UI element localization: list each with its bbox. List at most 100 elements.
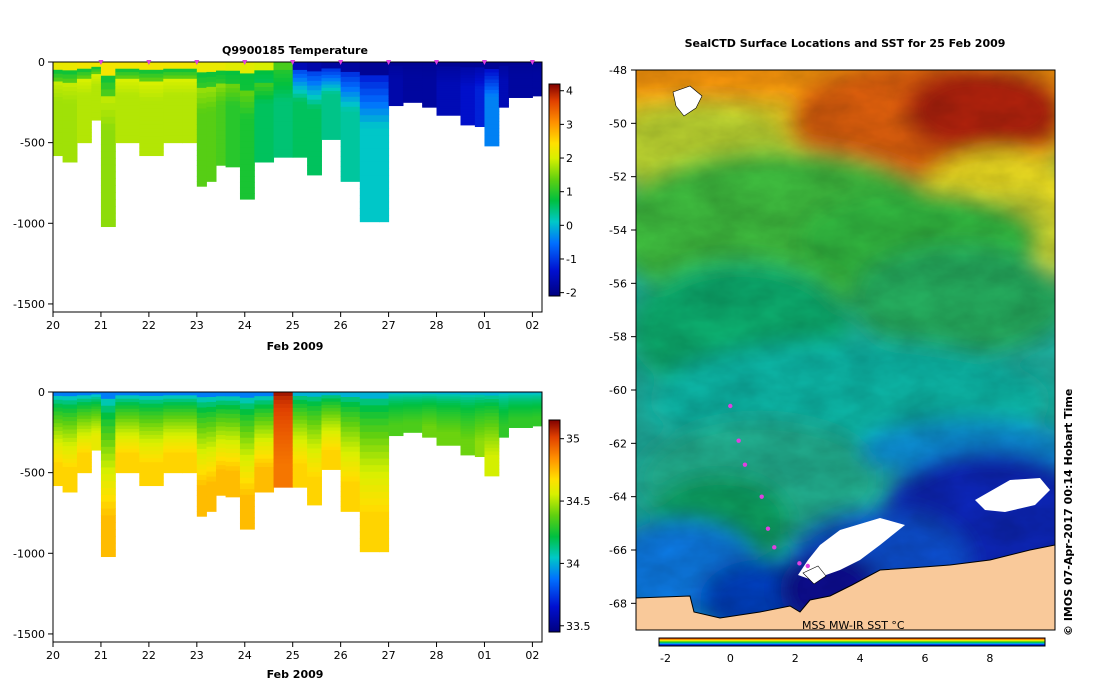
- profile-cell: [292, 117, 308, 122]
- profile-cell: [91, 418, 102, 422]
- temperature-profile-cells: [53, 62, 542, 228]
- profile-cell: [216, 409, 227, 415]
- profile-cell: [76, 408, 92, 413]
- profile-cell: [196, 392, 207, 398]
- profile-cell: [402, 67, 423, 70]
- profile-cell: [115, 412, 140, 417]
- profile-cell: [225, 483, 241, 489]
- profile-cell: [225, 422, 241, 428]
- profile-cell: [307, 62, 322, 68]
- profile-cell: [422, 95, 438, 99]
- profile-cell: [388, 85, 404, 88]
- profile-cell: [532, 84, 542, 87]
- profile-cell: [196, 402, 207, 409]
- profile-cell: [307, 80, 322, 87]
- profile-cell: [115, 405, 140, 410]
- profile-cell: [273, 69, 294, 75]
- profile-cell: [460, 111, 476, 115]
- profile-cell: [307, 137, 322, 143]
- profile-cell: [206, 436, 217, 443]
- profile-cell: [474, 426, 485, 431]
- profile-cell: [196, 108, 207, 115]
- profile-cell: [388, 74, 404, 78]
- profile-cell: [115, 459, 140, 464]
- profile-cell: [307, 151, 322, 157]
- profile-cell: [474, 443, 485, 447]
- profile-cell: [53, 466, 64, 471]
- profile-cell: [62, 471, 78, 476]
- profile-cell: [422, 427, 438, 431]
- profile-cell: [225, 123, 241, 129]
- profile-cell: [292, 431, 308, 437]
- profile-cell: [484, 468, 500, 473]
- profile-cell: [163, 68, 183, 73]
- profile-cell: [532, 81, 542, 84]
- profile-cell: [422, 99, 438, 103]
- profile-cell: [359, 161, 380, 169]
- profile-cell: [182, 102, 198, 107]
- profile-cell: [139, 419, 164, 424]
- profile-cell: [239, 466, 255, 473]
- profile-cell: [196, 464, 207, 471]
- profile-cell: [474, 402, 485, 406]
- profile-cell: [76, 135, 92, 140]
- profile-cell: [139, 120, 164, 125]
- profile-cell: [292, 455, 308, 460]
- profile-cell: [76, 92, 92, 97]
- profile-cell: [359, 215, 380, 223]
- depth-tick-label: -500: [20, 467, 45, 480]
- profile-cell: [254, 467, 275, 472]
- profile-cell: [100, 405, 116, 414]
- profile-cell: [474, 88, 485, 93]
- profile-cell: [216, 473, 227, 479]
- profile-cell: [254, 107, 275, 113]
- profile-cell: [196, 511, 207, 517]
- profile-cell: [53, 128, 64, 133]
- profile-cell: [508, 66, 533, 69]
- profile-cell: [460, 85, 476, 89]
- profile-cell: [436, 434, 461, 437]
- profile-cell: [100, 219, 116, 228]
- sst-celsius-tick-label: 4: [857, 652, 864, 665]
- profile-cell: [388, 62, 404, 65]
- profile-cell: [532, 415, 542, 418]
- profile-cell: [182, 402, 198, 406]
- profile-cell: [196, 505, 207, 512]
- profile-cell: [254, 91, 275, 96]
- profile-cell: [206, 96, 217, 103]
- profile-cell: [182, 92, 198, 97]
- profile-cell: [388, 433, 404, 437]
- profile-cell: [163, 462, 183, 467]
- profile-cell: [239, 483, 255, 490]
- profile-cell: [163, 132, 183, 137]
- profile-cell: [292, 85, 308, 91]
- salinity-time-axis: 20 21 22 23 24 25 26 27 28 01 02: [46, 642, 539, 662]
- profile-cell: [216, 404, 227, 410]
- profile-cell: [307, 99, 322, 105]
- profile-cell: [474, 451, 485, 455]
- profile-cell: [379, 538, 390, 546]
- profile-cell: [436, 438, 461, 442]
- profile-cell: [239, 147, 255, 154]
- colorbar-tick-label: 33.5: [566, 620, 591, 633]
- profile-cell: [532, 407, 542, 410]
- profile-markers: [98, 60, 535, 65]
- profile-cell: [379, 75, 390, 83]
- profile-cell: [225, 75, 241, 80]
- profile-cell: [91, 442, 102, 446]
- profile-cell: [292, 467, 308, 472]
- profile-cell: [62, 408, 78, 414]
- profile-cell: [91, 66, 102, 70]
- profile-cell: [163, 398, 183, 403]
- profile-cell: [196, 103, 207, 110]
- profile-cell: [225, 153, 241, 159]
- profile-cell: [273, 435, 294, 441]
- profile-cell: [474, 392, 485, 396]
- profile-cell: [76, 85, 92, 90]
- profile-cell: [402, 393, 423, 396]
- profile-cell: [508, 411, 533, 414]
- profile-cell: [422, 420, 438, 423]
- profile-cell: [508, 399, 533, 402]
- profile-cell: [196, 118, 207, 125]
- profile-cell: [76, 139, 92, 144]
